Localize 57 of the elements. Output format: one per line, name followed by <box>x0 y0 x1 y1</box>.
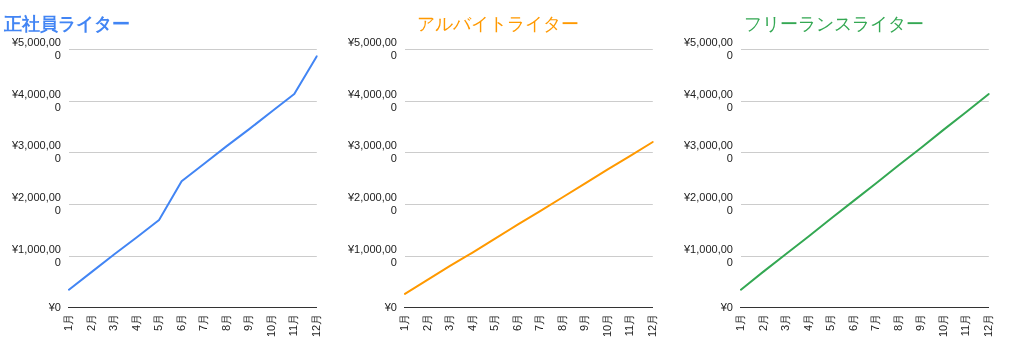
y-tick-label: ¥5,000,000 <box>347 36 397 62</box>
x-tick-label: 3月 <box>107 313 120 331</box>
x-tick-label: 5月 <box>488 313 501 331</box>
y-tick-label: ¥4,000,000 <box>347 87 397 113</box>
x-tick-label: 3月 <box>443 313 456 331</box>
chart-title: フリーランスライター <box>744 13 924 34</box>
x-tick-label: 10月 <box>936 313 949 338</box>
y-tick-label: ¥2,000,000 <box>683 190 733 217</box>
chart-title: 正社員ライター <box>3 13 130 34</box>
x-tick-label: 6月 <box>846 313 859 331</box>
x-tick-label: 8月 <box>555 313 568 331</box>
x-tick-label: 12月 <box>981 313 994 338</box>
x-tick-label: 1月 <box>733 313 746 331</box>
chart-title: アルバイトライター <box>417 13 579 34</box>
y-tick-label: ¥3,000,000 <box>11 139 61 165</box>
x-tick-label: 9月 <box>578 313 591 331</box>
x-tick-label: 11月 <box>623 313 636 337</box>
x-tick-label: 7月 <box>533 313 546 331</box>
x-tick-label: 6月 <box>510 313 523 331</box>
y-tick-label: ¥3,000,000 <box>347 139 397 165</box>
x-tick-label: 9月 <box>242 313 255 331</box>
x-tick-label: 12月 <box>309 313 322 338</box>
y-tick-label: ¥4,000,000 <box>683 87 733 113</box>
y-tick-label: ¥2,000,000 <box>11 190 61 217</box>
y-tick-label: ¥1,000,000 <box>11 242 61 268</box>
y-tick-label: ¥5,000,000 <box>11 36 61 62</box>
x-tick-label: 3月 <box>779 313 792 331</box>
x-tick-label: 4月 <box>801 313 814 331</box>
x-tick-label: 5月 <box>152 313 165 331</box>
x-tick-label: 1月 <box>61 313 74 331</box>
x-tick-label: 6月 <box>174 313 187 331</box>
y-tick-label: ¥3,000,000 <box>683 139 733 165</box>
y-tick-label: ¥0 <box>47 300 61 313</box>
y-tick-label: ¥2,000,000 <box>347 190 397 217</box>
x-tick-label: 10月 <box>600 313 613 338</box>
y-tick-label: ¥0 <box>383 300 397 313</box>
y-tick-label: ¥0 <box>719 300 733 313</box>
y-tick-label: ¥1,000,000 <box>683 242 733 268</box>
y-tick-label: ¥5,000,000 <box>683 36 733 62</box>
x-tick-label: 8月 <box>891 313 904 331</box>
x-tick-label: 4月 <box>465 313 478 331</box>
x-tick-label: 8月 <box>219 313 232 331</box>
x-tick-label: 4月 <box>129 313 142 331</box>
x-tick-label: 2月 <box>756 313 769 331</box>
x-tick-label: 10月 <box>264 313 277 338</box>
x-tick-label: 2月 <box>420 313 433 331</box>
x-tick-label: 2月 <box>84 313 97 331</box>
x-tick-label: 11月 <box>959 313 972 337</box>
x-tick-label: 5月 <box>824 313 837 331</box>
x-tick-label: 1月 <box>397 313 410 331</box>
y-tick-label: ¥4,000,000 <box>11 87 61 113</box>
x-tick-label: 7月 <box>197 313 210 331</box>
x-tick-label: 7月 <box>869 313 882 331</box>
x-tick-label: 11月 <box>287 313 300 337</box>
x-tick-label: 12月 <box>645 313 658 338</box>
x-tick-label: 9月 <box>914 313 927 331</box>
y-tick-label: ¥1,000,000 <box>347 242 397 268</box>
